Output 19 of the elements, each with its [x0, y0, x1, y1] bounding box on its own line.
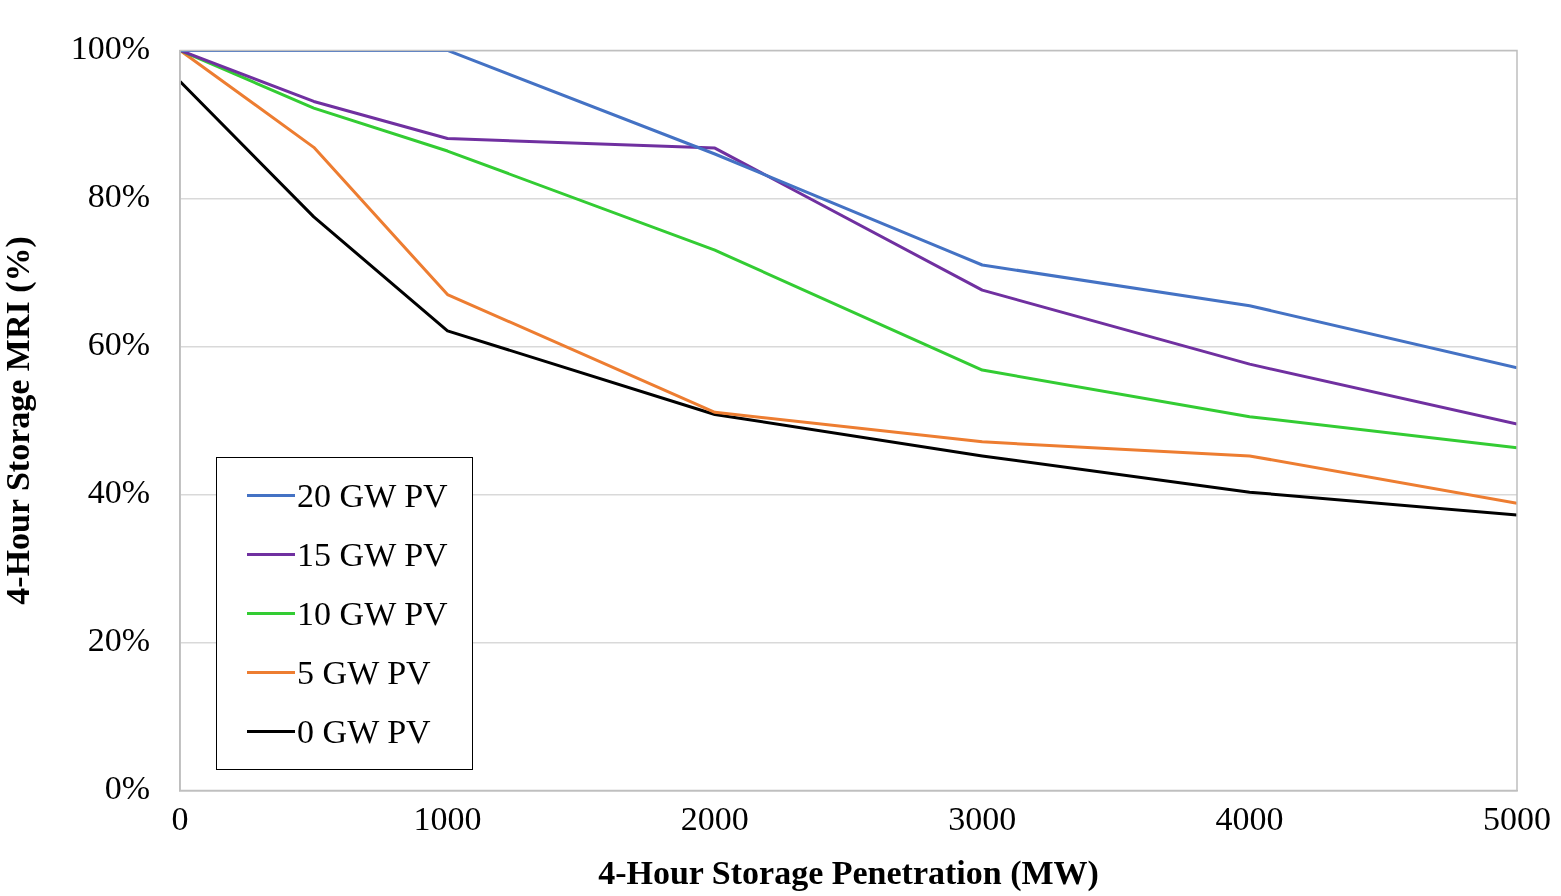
legend-label: 5 GW PV: [297, 653, 431, 692]
legend-label: 15 GW PV: [297, 535, 448, 574]
x-tick-label: 0: [171, 799, 189, 837]
x-tick-label: 4000: [1215, 799, 1284, 837]
x-axis-title: 4-Hour Storage Penetration (MW): [598, 854, 1099, 893]
y-tick-label: 80%: [87, 177, 151, 215]
y-tick-label: 100%: [70, 29, 151, 67]
legend-label: 0 GW PV: [297, 712, 431, 751]
legend-label: 10 GW PV: [297, 594, 448, 633]
y-tick-label: 0%: [104, 769, 151, 807]
y-tick-label: 20%: [87, 621, 151, 659]
y-tick-label: 40%: [87, 473, 151, 511]
x-tick-label: 5000: [1483, 799, 1551, 837]
y-axis-title: 4-Hour Storage MRI (%): [0, 236, 38, 605]
x-tick-label: 3000: [948, 799, 1017, 837]
x-tick-label: 2000: [680, 799, 749, 837]
y-tick-label: 60%: [87, 325, 151, 363]
x-tick-label: 1000: [413, 799, 482, 837]
legend-label: 20 GW PV: [297, 476, 448, 515]
